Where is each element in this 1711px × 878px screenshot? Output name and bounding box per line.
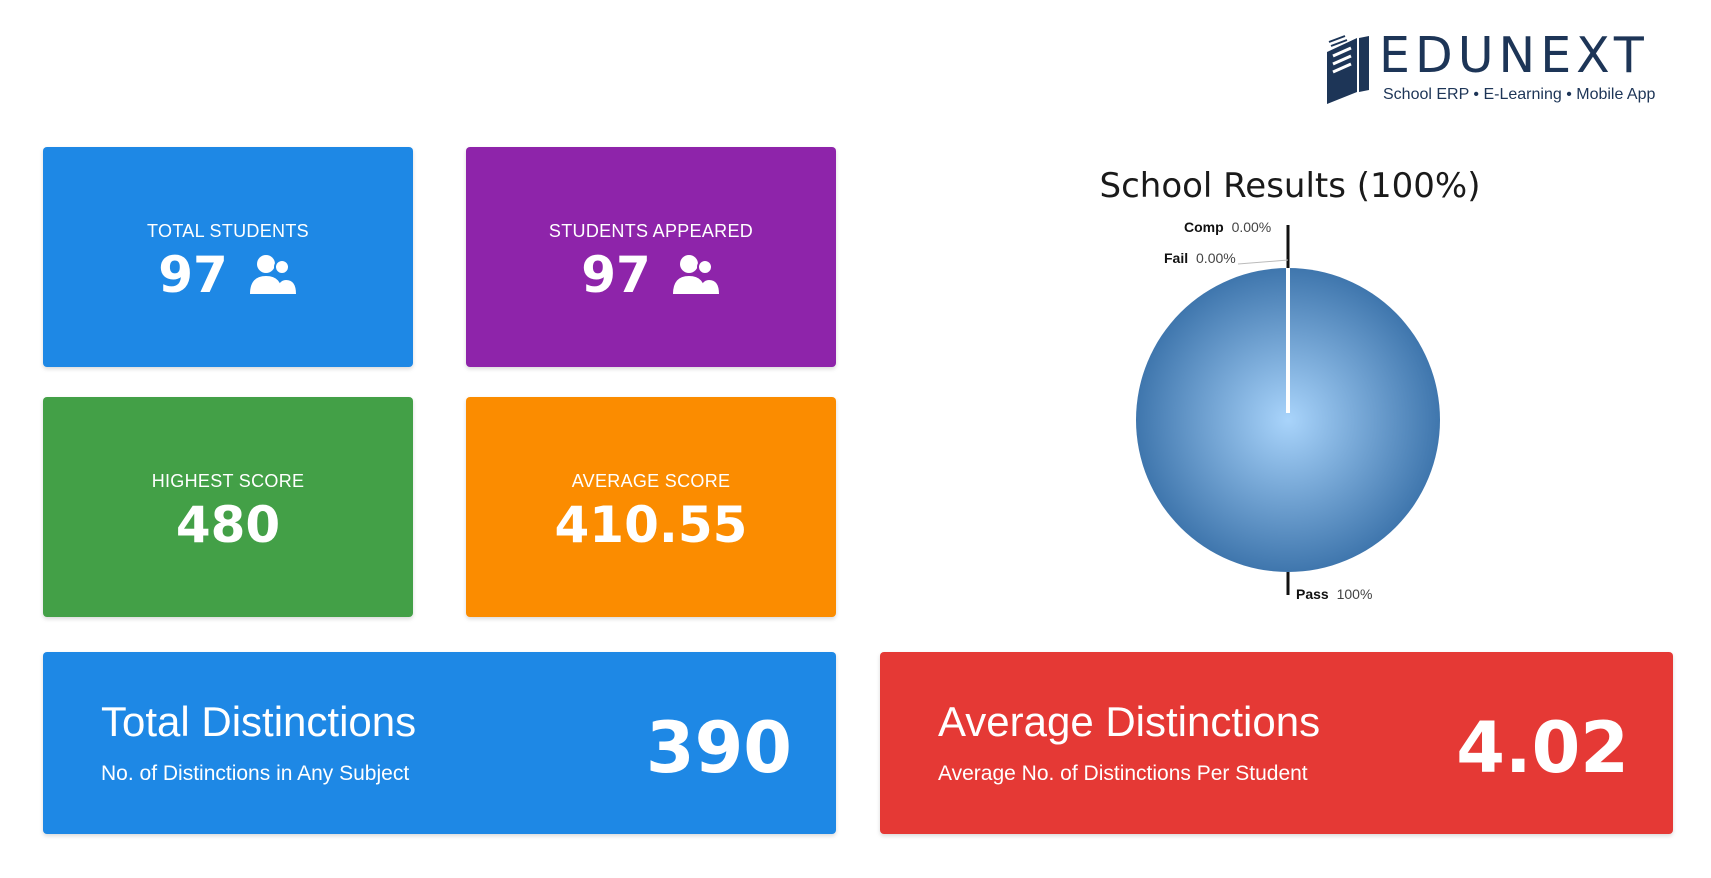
students-appeared-value: 97 (581, 246, 651, 304)
brand-name: EDUNEXT (1379, 27, 1649, 84)
slice-label-fail: Fail 0.00% (1164, 250, 1236, 266)
users-icon (249, 255, 296, 294)
slice-value-pass: 100% (1337, 586, 1373, 602)
slice-value-fail: 0.00% (1196, 250, 1236, 266)
chart-title: School Results (100%) (1099, 166, 1481, 206)
brand-tagline: School ERP • E-Learning • Mobile App (1383, 86, 1656, 103)
average-distinctions-subtitle: Average No. of Distinctions Per Student (938, 762, 1308, 785)
average-score-card: AVERAGE SCORE 410.55 (466, 397, 836, 617)
average-score-label: AVERAGE SCORE (571, 471, 731, 491)
slice-name-pass: Pass (1296, 586, 1329, 602)
total-students-card: TOTAL STUDENTS 97 (43, 147, 413, 367)
highest-score-card: HIGHEST SCORE 480 (43, 397, 413, 617)
slice-label-pass: Pass 100% (1296, 586, 1372, 602)
book-logo-icon (1327, 35, 1369, 104)
users-icon (672, 255, 719, 294)
slice-value-comp: 0.00% (1232, 219, 1272, 235)
total-distinctions-value: 390 (645, 707, 792, 789)
leader-fail (1237, 259, 1289, 265)
highest-score-label: HIGHEST SCORE (151, 471, 305, 491)
average-score-value: 410.55 (554, 496, 748, 554)
students-appeared-card: STUDENTS APPEARED 97 (466, 147, 836, 367)
total-distinctions-subtitle: No. of Distinctions in Any Subject (101, 762, 410, 785)
average-distinctions-value: 4.02 (1456, 707, 1629, 789)
pie-slice-pass (1136, 268, 1440, 572)
total-distinctions-card: Total Distinctions No. of Distinctions i… (43, 652, 836, 834)
slice-name-fail: Fail (1164, 250, 1188, 266)
edunext-logo: EDUNEXT School ERP • E-Learning • Mobile… (1323, 28, 1683, 112)
students-appeared-label: STUDENTS APPEARED (548, 221, 754, 241)
total-students-label: TOTAL STUDENTS (147, 221, 309, 241)
highest-score-value: 480 (175, 496, 281, 554)
slice-name-comp: Comp (1184, 219, 1224, 235)
school-results-pie-chart: Comp 0.00% Fail 0.00% Pass 100% (1136, 219, 1440, 602)
average-distinctions-card: Average Distinctions Average No. of Dist… (880, 652, 1673, 834)
slice-label-comp: Comp 0.00% (1184, 219, 1271, 235)
average-distinctions-title: Average Distinctions (938, 698, 1321, 745)
total-students-value: 97 (158, 246, 228, 304)
total-distinctions-title: Total Distinctions (101, 698, 417, 745)
